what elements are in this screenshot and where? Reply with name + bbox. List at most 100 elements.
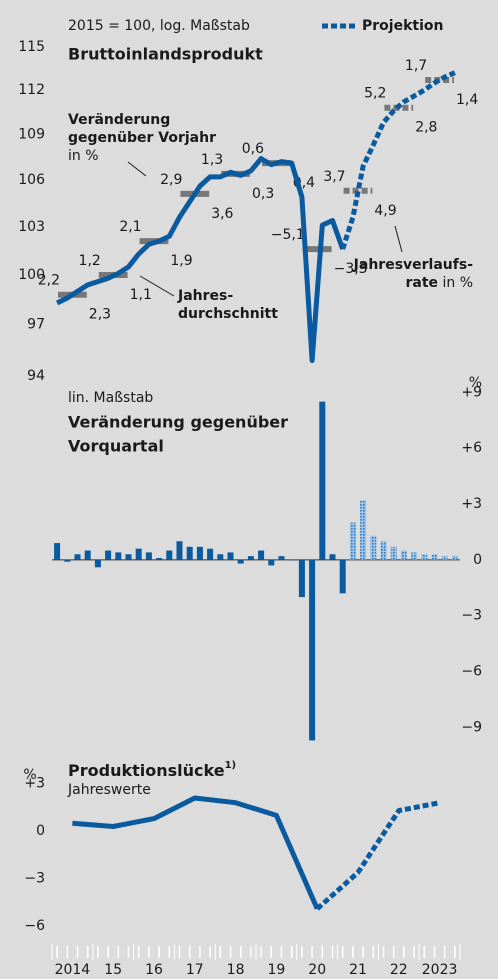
data-label: 1,1 [130, 287, 152, 303]
chart-title: Vorquartal [68, 437, 164, 456]
x-tick-label: 15 [104, 962, 122, 978]
bar [74, 554, 81, 560]
data-label: 1,4 [456, 92, 478, 108]
annotation: durchschnitt [178, 306, 278, 322]
x-tick-label: 2014 [55, 962, 91, 978]
bar [84, 550, 91, 560]
bar [411, 552, 418, 560]
title-note: 1) [225, 760, 237, 771]
chart-title: Veränderung gegenüber [68, 413, 288, 432]
unit-label: % [469, 375, 482, 391]
x-tick-label: 16 [145, 962, 163, 978]
bar [105, 550, 112, 560]
data-label: 0,3 [252, 186, 274, 202]
data-label: 1,7 [405, 58, 427, 74]
bar [360, 500, 367, 560]
bar [217, 554, 224, 560]
x-tick-label: 18 [227, 962, 245, 978]
bar [329, 554, 336, 560]
bar [176, 541, 183, 560]
bar [196, 546, 203, 560]
title-text: Produktionslücke [68, 761, 225, 780]
data-label: 5,2 [364, 86, 386, 102]
bar [400, 550, 407, 560]
bar [247, 556, 254, 560]
bar [349, 522, 356, 560]
bar [268, 559, 275, 566]
subtitle: 2015 = 100, log. Maßstab [68, 18, 250, 34]
annotation: Jahresverlaufs- [353, 257, 474, 273]
annotation: gegenüber Vorjahr [68, 130, 216, 146]
y-tick-label: 0 [36, 823, 45, 839]
x-tick-label: 21 [349, 962, 367, 978]
data-label: 4,9 [374, 203, 396, 219]
y-tick-label: 100 [18, 267, 45, 283]
unit-label: % [23, 767, 36, 783]
y-tick-label: +9 [461, 384, 482, 400]
data-line [55, 156, 346, 363]
bar [288, 559, 295, 561]
bar [319, 401, 326, 560]
bar [370, 535, 377, 560]
annotation-part: in % [438, 275, 473, 291]
x-tick-label: 2023 [422, 962, 458, 978]
leader-line [394, 225, 403, 253]
y-tick-label: +3 [24, 776, 45, 792]
y-tick-label: +6 [461, 440, 482, 456]
annotation-part: rate [405, 275, 438, 291]
y-tick-label: −3 [24, 871, 45, 887]
annotation: Veränderung [68, 112, 170, 128]
y-tick-label: −9 [461, 719, 482, 735]
bar [166, 550, 173, 560]
x-tick-label: 19 [267, 962, 285, 978]
data-label: 2,3 [89, 307, 111, 323]
bar [390, 546, 397, 560]
data-label: 2,2 [38, 273, 60, 289]
x-tick-label: 17 [186, 962, 204, 978]
bar [186, 546, 193, 560]
data-label: 0,6 [242, 141, 264, 157]
bar [145, 552, 152, 560]
bar [64, 559, 71, 562]
data-label: 2,8 [415, 120, 437, 136]
data-label: 3,6 [211, 206, 233, 222]
y-tick-label: 94 [27, 368, 45, 384]
bar [451, 556, 458, 560]
subtitle: lin. Maßstab [68, 390, 153, 406]
y-tick-label: 97 [27, 317, 45, 333]
data-label: 3,7 [323, 169, 345, 185]
data-line [72, 795, 320, 910]
subtitle: Jahreswerte [67, 782, 151, 798]
bar [339, 559, 346, 594]
chart-title: Produktionslücke1) [68, 760, 236, 780]
bar [135, 548, 142, 560]
bar [156, 557, 163, 560]
data-line [340, 70, 456, 250]
x-tick-label: 20 [308, 962, 326, 978]
y-tick-label: 115 [18, 39, 45, 55]
bar [54, 543, 61, 560]
chart-title: Bruttoinlandsprodukt [68, 45, 263, 64]
data-line [315, 800, 441, 911]
bar [431, 554, 438, 560]
data-label: −3,3 [334, 261, 368, 277]
y-tick-label: +3 [461, 496, 482, 512]
y-tick-label: 106 [18, 172, 45, 188]
bar [237, 559, 244, 564]
bar [125, 554, 132, 560]
bar [94, 559, 101, 568]
y-tick-label: 109 [18, 126, 45, 142]
data-label: 1,9 [170, 253, 192, 269]
bar [258, 550, 265, 560]
y-tick-label: 112 [18, 82, 45, 98]
y-tick-label: 0 [473, 552, 482, 568]
y-tick-label: 103 [18, 219, 45, 235]
legend-label: Projektion [362, 18, 443, 34]
bar [115, 552, 122, 560]
bar [309, 559, 316, 741]
bar [278, 556, 285, 560]
data-label: 1,2 [79, 253, 101, 269]
data-label: 2,9 [160, 172, 182, 188]
